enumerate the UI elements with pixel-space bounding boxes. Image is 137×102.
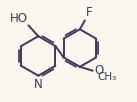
Text: CH₃: CH₃ bbox=[97, 72, 116, 82]
Text: N: N bbox=[34, 78, 43, 91]
Text: O: O bbox=[94, 64, 103, 77]
Text: HO: HO bbox=[10, 12, 28, 25]
Text: F: F bbox=[86, 6, 92, 19]
